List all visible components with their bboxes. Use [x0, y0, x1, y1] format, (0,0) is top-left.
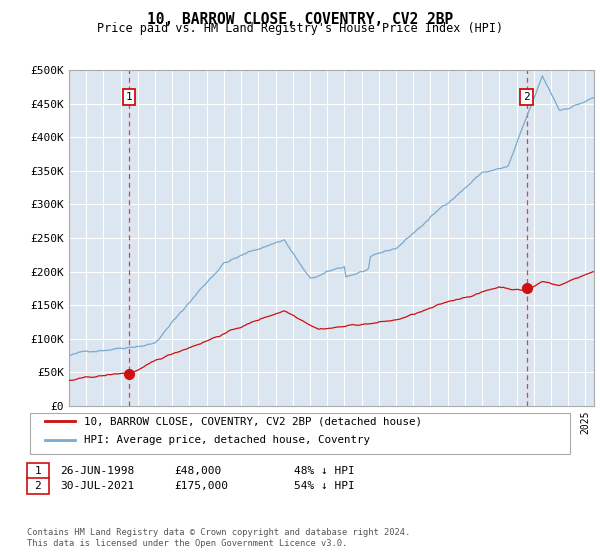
- Text: 1: 1: [126, 92, 133, 102]
- Text: 30-JUL-2021: 30-JUL-2021: [60, 481, 134, 491]
- Text: £48,000: £48,000: [174, 466, 221, 476]
- Text: 1: 1: [34, 466, 41, 476]
- Text: £175,000: £175,000: [174, 481, 228, 491]
- Text: 48% ↓ HPI: 48% ↓ HPI: [294, 466, 355, 476]
- Text: Price paid vs. HM Land Registry's House Price Index (HPI): Price paid vs. HM Land Registry's House …: [97, 22, 503, 35]
- Text: Contains HM Land Registry data © Crown copyright and database right 2024.
This d: Contains HM Land Registry data © Crown c…: [27, 528, 410, 548]
- Text: 10, BARROW CLOSE, COVENTRY, CV2 2BP (detached house): 10, BARROW CLOSE, COVENTRY, CV2 2BP (det…: [84, 416, 422, 426]
- Text: 2: 2: [34, 481, 41, 491]
- Text: 10, BARROW CLOSE, COVENTRY, CV2 2BP: 10, BARROW CLOSE, COVENTRY, CV2 2BP: [147, 12, 453, 27]
- Text: 2: 2: [523, 92, 530, 102]
- Text: 26-JUN-1998: 26-JUN-1998: [60, 466, 134, 476]
- Text: HPI: Average price, detached house, Coventry: HPI: Average price, detached house, Cove…: [84, 435, 370, 445]
- Text: 54% ↓ HPI: 54% ↓ HPI: [294, 481, 355, 491]
